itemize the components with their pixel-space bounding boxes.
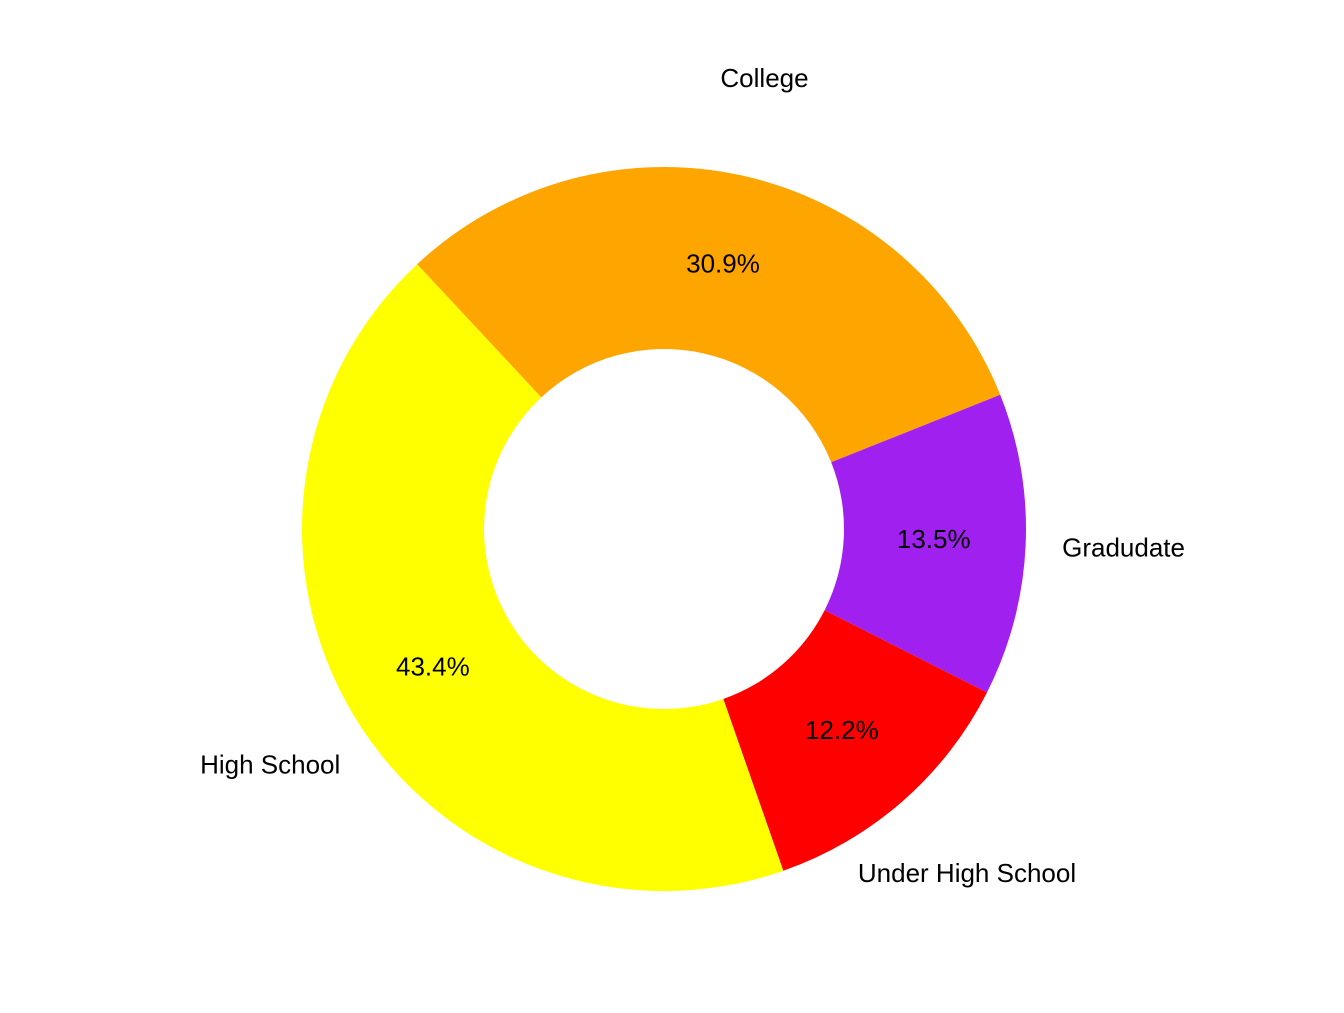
- slices-layer: [301, 167, 1026, 892]
- slice-high-school: [301, 264, 784, 892]
- slice-gradudate: [824, 394, 1026, 693]
- pct-label-under-high-school: 12.2%: [805, 715, 879, 745]
- pct-label-high-school: 43.4%: [396, 651, 470, 681]
- slice-under-high-school: [723, 610, 988, 871]
- category-label-under-high-school: Under High School: [858, 858, 1076, 888]
- pct-label-college: 30.9%: [686, 248, 760, 278]
- pct-label-gradudate: 13.5%: [897, 524, 971, 554]
- category-label-gradudate: Gradudate: [1062, 532, 1185, 562]
- slice-college: [417, 167, 1001, 463]
- labels-layer: 30.9% College 13.5% Gradudate 12.2% Under Hig…: [200, 63, 1185, 888]
- category-label-college: College: [720, 63, 808, 93]
- category-label-high-school: High School: [200, 750, 340, 780]
